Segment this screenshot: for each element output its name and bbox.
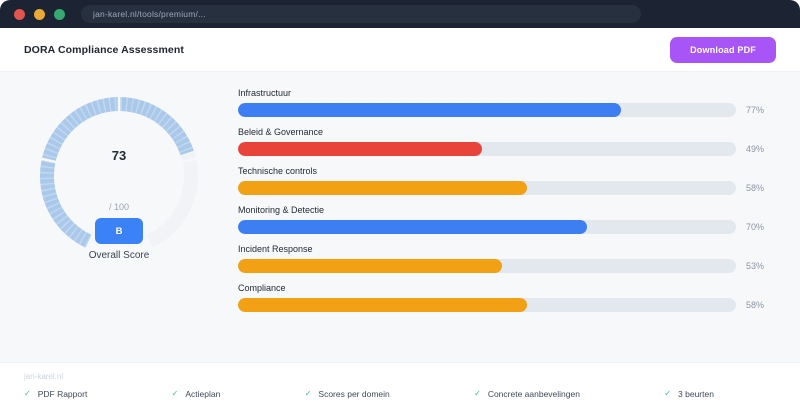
footer-item-label: Scores per domein [318, 389, 390, 399]
bar-label: Monitoring & Detectie [238, 205, 325, 215]
bar-track [238, 220, 736, 234]
check-icon: ✓ [304, 389, 312, 398]
browser-chrome: jan-karel.nl/tools/premium/... [0, 0, 800, 28]
bar-label: Infrastructuur [238, 88, 292, 98]
bar-value: 70% [746, 222, 765, 232]
footer-feature-list: ✓ PDF Rapport ✓ Actieplan ✓ Scores per d… [24, 389, 714, 399]
domain-scores-panel: Infrastructuur 77% Beleid & Governance 4… [238, 72, 800, 362]
footer-item: ✓ 3 beurten [664, 389, 714, 399]
bar-value: 77% [746, 105, 765, 115]
grade-badge: B [95, 218, 143, 244]
footer-item-label: Concrete aanbevelingen [487, 389, 580, 399]
check-icon: ✓ [24, 389, 31, 398]
check-icon: ✓ [664, 389, 672, 398]
bar-row: Monitoring & Detectie 70% [238, 205, 782, 234]
zoom-window-icon[interactable] [54, 8, 65, 20]
main-content: 73 / 100 B Overall Score Infrastructuur … [0, 72, 800, 362]
gauge-score-value: 73 [111, 148, 127, 163]
bar-row: Infrastructuur 77% [238, 88, 782, 117]
bar-fill [238, 298, 527, 312]
footer-item: ✓ Concrete aanbevelingen [474, 389, 580, 399]
bar-label: Incident Response [238, 244, 313, 254]
bar-fill [238, 220, 587, 234]
close-window-icon[interactable] [14, 8, 25, 20]
bar-row: Beleid & Governance 49% [238, 127, 782, 156]
footer-brand: jan-karel.nl [24, 372, 64, 381]
gauge-score-max: / 100 [108, 202, 130, 212]
minimize-window-icon[interactable] [34, 8, 45, 20]
url-text: jan-karel.nl/tools/premium/... [93, 9, 206, 19]
bar-value: 49% [746, 144, 765, 154]
bar-fill [238, 142, 483, 156]
bar-track [238, 298, 736, 312]
download-pdf-button[interactable]: Download PDF [670, 36, 776, 63]
score-gauge: 73 / 100 B Overall Score [29, 86, 209, 266]
bar-row: Compliance 58% [238, 283, 782, 312]
bar-value: 58% [746, 300, 765, 310]
gauge-arc [38, 94, 200, 248]
bar-value: 53% [746, 261, 765, 271]
bar-label: Compliance [238, 283, 286, 293]
bar-track [238, 181, 736, 195]
check-icon: ✓ [171, 389, 179, 398]
page-header: DORA Compliance Assessment Download PDF [0, 28, 800, 72]
traffic-lights [14, 8, 65, 20]
bar-row: Technische controls 58% [238, 166, 782, 195]
bar-label: Beleid & Governance [238, 127, 324, 137]
bar-fill [238, 259, 502, 273]
page-title: DORA Compliance Assessment [24, 43, 184, 56]
bar-label: Technische controls [238, 166, 318, 176]
bar-track [238, 142, 736, 156]
footer-item: ✓ Actieplan [172, 389, 221, 399]
footer-item: ✓ Scores per domein [305, 389, 390, 399]
footer-item-label: Actieplan [185, 389, 221, 399]
bar-fill [238, 181, 527, 195]
bar-row: Incident Response 53% [238, 244, 782, 273]
url-bar[interactable]: jan-karel.nl/tools/premium/... [81, 5, 641, 23]
bar-fill [238, 103, 622, 117]
gauge-caption: Overall Score [88, 250, 150, 261]
check-icon: ✓ [474, 389, 481, 398]
footer-item-label: 3 beurten [678, 389, 714, 399]
overall-score-panel: 73 / 100 B Overall Score [0, 72, 238, 362]
footer-item-label: PDF Rapport [37, 389, 88, 399]
footer-item: ✓ PDF Rapport [24, 389, 87, 399]
bar-track [238, 103, 736, 117]
page-footer: jan-karel.nl ✓ PDF Rapport ✓ Actieplan ✓… [0, 362, 800, 420]
bar-track [238, 259, 736, 273]
bar-value: 58% [746, 183, 765, 193]
